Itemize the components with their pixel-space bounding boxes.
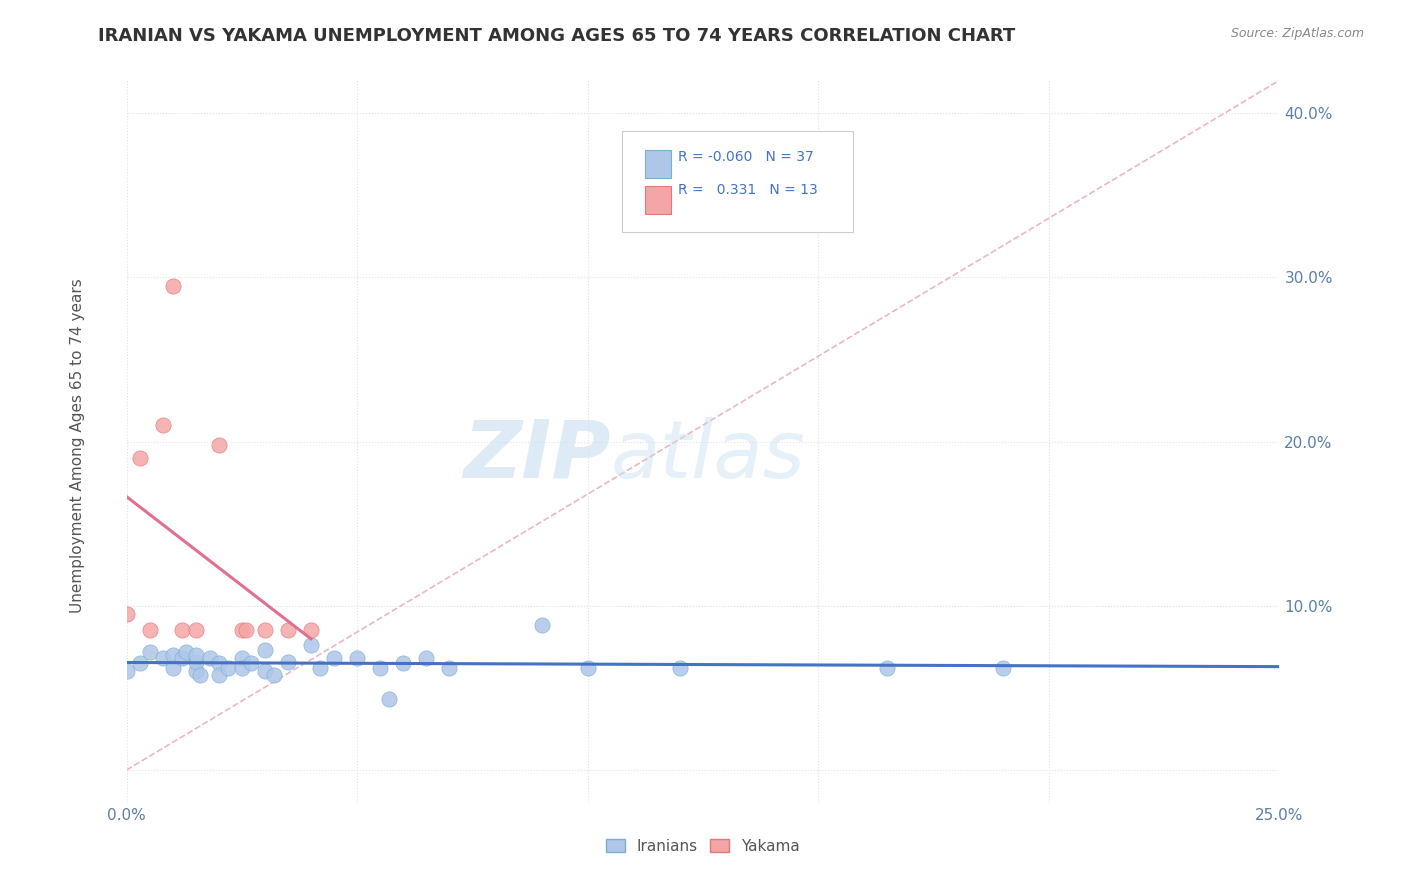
Point [138, 624, 160, 638]
Point [378, 692, 401, 706]
Text: Unemployment Among Ages 65 to 74 years: Unemployment Among Ages 65 to 74 years [70, 278, 84, 614]
Point [184, 655, 207, 669]
Point [170, 624, 193, 638]
Point [208, 438, 231, 452]
Point [263, 667, 285, 681]
Point [323, 651, 346, 665]
Text: R = -0.060   N = 37: R = -0.060 N = 37 [678, 150, 814, 163]
Point [439, 661, 461, 675]
Point [415, 651, 437, 665]
FancyBboxPatch shape [623, 131, 853, 232]
Point [346, 651, 368, 665]
Point [217, 661, 239, 675]
Point [991, 661, 1014, 675]
FancyBboxPatch shape [645, 186, 671, 214]
Point [152, 418, 174, 433]
Point [188, 667, 211, 681]
FancyBboxPatch shape [645, 151, 671, 178]
Point [235, 624, 257, 638]
Point [208, 667, 231, 681]
Point [299, 638, 322, 652]
Point [170, 651, 193, 665]
Text: IRANIAN VS YAKAMA UNEMPLOYMENT AMONG AGES 65 TO 74 YEARS CORRELATION CHART: IRANIAN VS YAKAMA UNEMPLOYMENT AMONG AGE… [98, 27, 1015, 45]
Text: Source: ZipAtlas.com: Source: ZipAtlas.com [1230, 27, 1364, 40]
Point [277, 655, 299, 669]
Point [138, 645, 160, 659]
Point [231, 624, 253, 638]
Point [115, 665, 138, 679]
Text: ZIP: ZIP [464, 417, 610, 495]
Point [152, 651, 174, 665]
Point [198, 651, 221, 665]
Point [162, 661, 184, 675]
Point [669, 661, 692, 675]
Point [184, 624, 207, 638]
Point [876, 661, 898, 675]
Point [129, 657, 152, 671]
Point [162, 648, 184, 662]
Point [231, 651, 253, 665]
Point [368, 661, 391, 675]
Point [162, 278, 184, 293]
Point [253, 643, 276, 657]
Point [208, 657, 231, 671]
Point [299, 624, 322, 638]
Text: R =   0.331   N = 13: R = 0.331 N = 13 [678, 183, 817, 197]
Point [576, 661, 599, 675]
Point [231, 661, 253, 675]
Point [184, 648, 207, 662]
Point [277, 624, 299, 638]
Point [530, 618, 553, 632]
Point [392, 657, 415, 671]
Legend: Iranians, Yakama: Iranians, Yakama [600, 833, 806, 860]
Point [240, 657, 263, 671]
Point [253, 624, 276, 638]
Point [129, 450, 152, 465]
Point [115, 607, 138, 621]
Point [184, 665, 207, 679]
Point [253, 665, 276, 679]
Text: atlas: atlas [610, 417, 806, 495]
Point [176, 645, 198, 659]
Point [309, 661, 332, 675]
